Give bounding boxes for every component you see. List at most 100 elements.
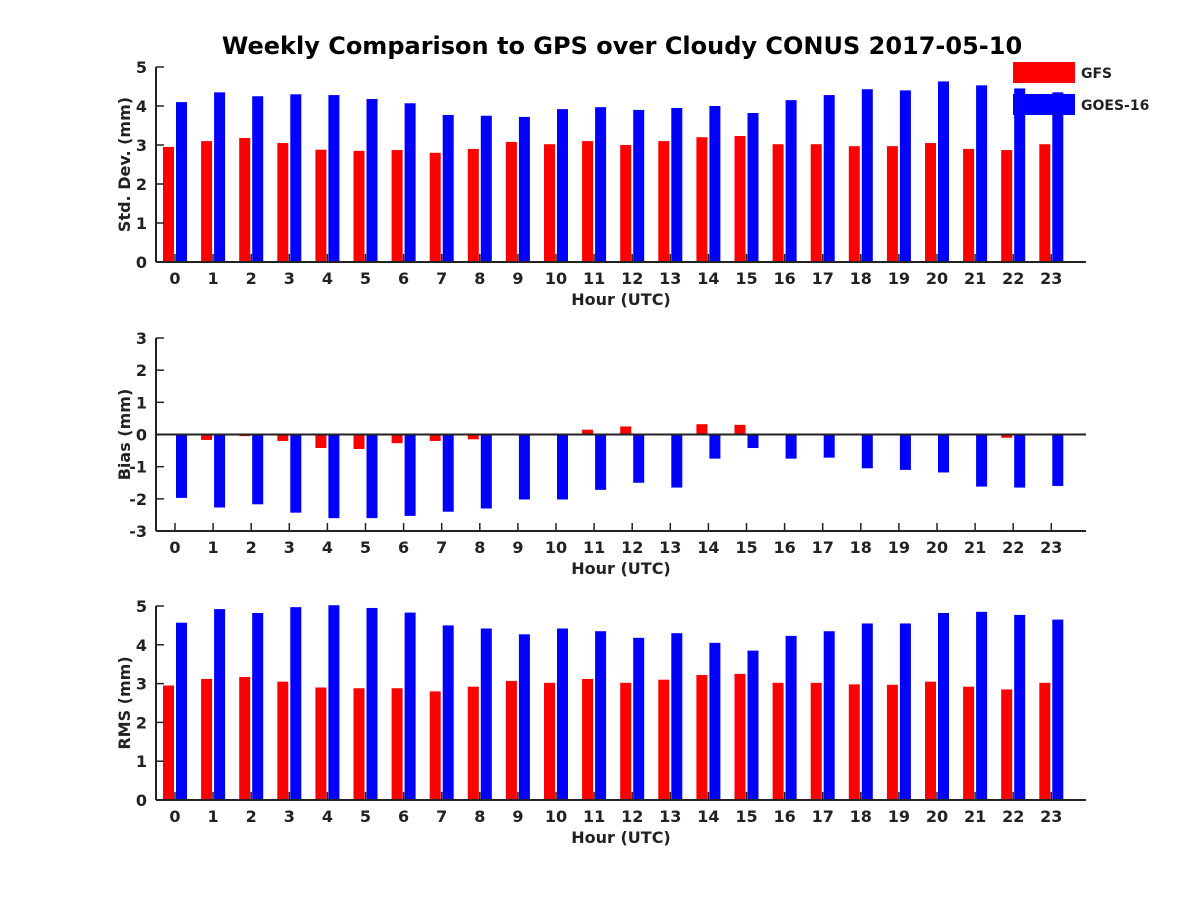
bar-gfs-hour-12: [620, 426, 632, 435]
legend-swatch-goes-16: [1013, 94, 1075, 115]
bar-goes-16-hour-9: [518, 634, 530, 800]
bar-goes-16-hour-9: [518, 434, 530, 500]
x-tick-label: 17: [812, 538, 834, 557]
x-tick-label: 6: [398, 538, 409, 557]
bar-gfs-hour-12: [620, 145, 632, 262]
x-tick-label: 0: [169, 807, 180, 826]
x-tick-label: 6: [398, 807, 409, 826]
x-axis-title: Hour (UTC): [571, 559, 671, 578]
bar-gfs-hour-1: [201, 434, 213, 440]
bar-gfs-hour-18: [848, 146, 860, 262]
bar-goes-16-hour-6: [404, 434, 416, 516]
x-axis-title: Hour (UTC): [571, 828, 671, 847]
bar-goes-16-hour-17: [823, 631, 835, 800]
bar-gfs-hour-4: [315, 687, 327, 800]
x-tick-label: 2: [246, 807, 257, 826]
bar-goes-16-hour-5: [366, 434, 378, 519]
x-tick-label: 4: [322, 807, 333, 826]
bar-goes-16-hour-10: [557, 434, 568, 500]
bar-gfs-hour-11: [582, 678, 594, 800]
bar-gfs-hour-21: [963, 686, 975, 800]
x-tick-label: 23: [1040, 538, 1062, 557]
x-tick-label: 14: [697, 269, 719, 288]
bar-goes-16-hour-20: [938, 612, 949, 800]
bar-goes-16-hour-4: [328, 95, 340, 262]
x-tick-label: 17: [812, 807, 834, 826]
bar-goes-16-hour-17: [823, 434, 835, 458]
bar-goes-16-hour-0: [176, 434, 187, 498]
bar-goes-16-hour-12: [633, 434, 645, 483]
y-tick-label: 5: [136, 597, 147, 616]
y-tick-label: 1: [136, 752, 147, 771]
legend: GFS GOES-16: [1013, 62, 1149, 115]
bar-goes-16-hour-6: [404, 612, 416, 800]
bar-goes-16-hour-14: [709, 106, 721, 262]
bar-goes-16-hour-2: [252, 434, 264, 505]
bar-gfs-hour-14: [696, 137, 708, 262]
x-tick-label: 21: [964, 538, 986, 557]
bar-goes-16-hour-10: [557, 628, 568, 800]
x-tick-label: 16: [773, 269, 795, 288]
x-tick-label: 15: [735, 807, 757, 826]
bar-goes-16-hour-1: [214, 434, 226, 508]
bar-goes-16-hour-21: [976, 85, 988, 262]
x-tick-label: 10: [545, 538, 567, 557]
bar-gfs-hour-4: [315, 149, 327, 262]
bar-goes-16-hour-8: [480, 434, 492, 509]
x-tick-label: 10: [545, 269, 567, 288]
bar-goes-16-hour-11: [595, 107, 607, 262]
bar-gfs-hour-2: [239, 137, 251, 262]
legend-label-goes-16: GOES-16: [1081, 98, 1149, 114]
bar-goes-16-hour-15: [747, 113, 759, 263]
bar-goes-16-hour-14: [709, 434, 721, 459]
bar-gfs-hour-19: [886, 146, 898, 262]
bar-goes-16-hour-18: [861, 434, 873, 469]
bar-gfs-hour-23: [1039, 144, 1051, 262]
x-tick-label: 9: [512, 807, 523, 826]
bar-gfs-hour-20: [925, 143, 936, 262]
x-tick-label: 7: [436, 269, 447, 288]
bar-goes-16-hour-13: [671, 633, 683, 800]
bar-goes-16-hour-16: [785, 434, 797, 459]
bar-gfs-hour-3: [277, 434, 289, 441]
bar-gfs-hour-17: [810, 682, 822, 800]
bar-goes-16-hour-22: [1014, 614, 1026, 800]
x-tick-label: 5: [360, 538, 371, 557]
bar-gfs-hour-6: [391, 434, 403, 444]
bar-goes-16-hour-1: [214, 609, 226, 800]
bar-gfs-hour-17: [810, 144, 822, 262]
x-tick-label: 15: [735, 538, 757, 557]
x-tick-label: 20: [926, 538, 948, 557]
bar-goes-16-hour-20: [938, 81, 949, 263]
x-tick-label: 9: [512, 269, 523, 288]
bar-goes-16-hour-8: [480, 115, 492, 262]
bar-goes-16-hour-15: [747, 650, 759, 800]
x-tick-label: 18: [850, 807, 872, 826]
bar-goes-16-hour-20: [938, 434, 949, 473]
y-tick-label: 2: [136, 713, 147, 732]
x-tick-label: 0: [169, 269, 180, 288]
bar-gfs-hour-23: [1039, 682, 1051, 800]
bar-goes-16-hour-13: [671, 434, 683, 488]
bar-goes-16-hour-1: [214, 92, 226, 262]
x-tick-label: 19: [888, 269, 910, 288]
bar-gfs-hour-0: [163, 685, 174, 800]
x-tick-label: 3: [284, 807, 295, 826]
bar-gfs-hour-1: [201, 678, 213, 800]
bar-gfs-hour-13: [658, 679, 670, 800]
x-tick-label: 14: [697, 807, 719, 826]
bar-gfs-hour-15: [734, 673, 746, 800]
y-tick-label: -2: [129, 490, 147, 509]
y-axis-title: RMS (mm): [115, 656, 134, 749]
bar-gfs-hour-3: [277, 681, 289, 800]
bar-goes-16-hour-17: [823, 95, 835, 262]
bar-goes-16-hour-19: [899, 623, 911, 800]
x-tick-label: 11: [583, 538, 605, 557]
bar-goes-16-hour-22: [1014, 434, 1026, 488]
bar-gfs-hour-5: [353, 150, 365, 262]
bar-goes-16-hour-15: [747, 434, 759, 449]
bar-gfs-hour-5: [353, 688, 365, 800]
x-tick-label: 23: [1040, 269, 1062, 288]
